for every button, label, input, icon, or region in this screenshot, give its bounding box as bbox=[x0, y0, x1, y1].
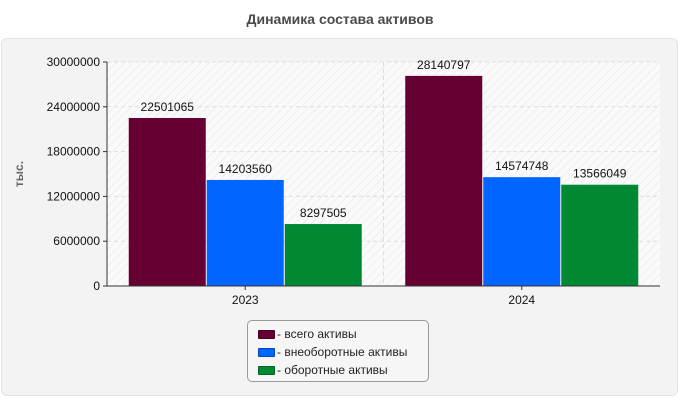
y-tick-label: 24000000 bbox=[47, 100, 101, 114]
y-axis-label: тыс. bbox=[12, 161, 26, 187]
legend-label: - всего активы bbox=[277, 327, 357, 341]
y-tick-label: 12000000 bbox=[47, 189, 101, 203]
y-tick-label: 6000000 bbox=[53, 234, 100, 248]
data-label: 13566049 bbox=[573, 167, 627, 181]
bar bbox=[206, 179, 284, 286]
bars: 22501065 14203560 8297505 28140797 14574748 1… bbox=[128, 58, 639, 286]
legend-item: - оборотные активы bbox=[258, 361, 428, 379]
bar bbox=[483, 177, 561, 286]
data-label: 28140797 bbox=[417, 58, 471, 72]
legend-label: - оборотные активы bbox=[277, 363, 388, 377]
data-label: 8297505 bbox=[300, 206, 347, 220]
bar bbox=[284, 224, 362, 286]
legend-swatch bbox=[258, 365, 275, 375]
legend-label: - внеоборотные активы bbox=[277, 345, 408, 359]
legend-item: - всего активы bbox=[258, 325, 428, 343]
y-tick-label: 30000000 bbox=[47, 55, 101, 69]
legend: - всего активы - внеоборотные активы - обо… bbox=[247, 320, 429, 382]
bar bbox=[405, 75, 483, 286]
axis-ticks: 0 6000000 12000000 18000000 24000000 30000000… bbox=[47, 55, 536, 307]
legend-swatch bbox=[258, 329, 275, 339]
data-label: 22501065 bbox=[141, 100, 195, 114]
y-tick-label: 18000000 bbox=[47, 145, 101, 159]
bar bbox=[128, 117, 206, 286]
legend-swatch bbox=[258, 347, 275, 357]
legend-item: - внеоборотные активы bbox=[258, 343, 428, 361]
x-tick-label: 2023 bbox=[232, 293, 259, 307]
data-label: 14574748 bbox=[495, 159, 549, 173]
y-tick-label: 0 bbox=[93, 279, 100, 293]
data-label: 14203560 bbox=[219, 162, 273, 176]
x-tick-label: 2024 bbox=[508, 293, 535, 307]
chart-title: Динамика состава активов bbox=[246, 11, 434, 27]
bar bbox=[561, 184, 639, 286]
